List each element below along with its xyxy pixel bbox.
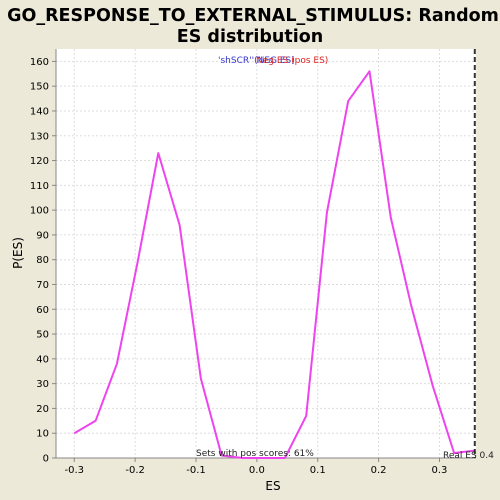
y-tick-label: 30 <box>36 379 49 390</box>
y-tick-label: 20 <box>36 404 49 415</box>
legend-blue-label: 'shSCR''(NEG ES) <box>218 56 295 66</box>
y-tick-label: 100 <box>30 206 49 217</box>
x-tick-label: 0.0 <box>249 465 265 476</box>
real-es-label: Real ES 0.4 <box>443 451 494 461</box>
series-layer <box>73 70 475 459</box>
x-tick-label: 0.2 <box>371 465 387 476</box>
x-tick-label: 0.1 <box>310 465 326 476</box>
y-tick-label: 150 <box>30 82 49 93</box>
x-tick-label: -0.3 <box>65 465 85 476</box>
y-axis-ticks: 0 10 20 30 40 50 60 70 80 90 100 110 120 130 140 150 160 <box>30 57 56 465</box>
x-tick-label: -0.1 <box>186 465 206 476</box>
y-tick-label: 110 <box>30 181 49 192</box>
y-tick-label: 60 <box>36 305 49 316</box>
es-distribution-line <box>73 70 475 459</box>
plot-area <box>56 49 476 458</box>
y-tick-label: 50 <box>36 330 49 341</box>
sets-pos-label: Sets with pos scores: 61% <box>196 449 314 459</box>
y-tick-label: 70 <box>36 280 49 291</box>
y-tick-label: 40 <box>36 354 49 365</box>
x-tick-label: 0.3 <box>432 465 448 476</box>
x-tick-label: -0.2 <box>125 465 145 476</box>
y-tick-label: 90 <box>36 230 49 241</box>
legend-red-label: Neg ES (pos ES) <box>256 56 328 66</box>
y-axis-title: P(ES) <box>11 237 25 269</box>
y-tick-label: 80 <box>36 255 49 266</box>
y-tick-label: 10 <box>36 429 49 440</box>
chart-title-line2: ES distribution <box>177 27 323 47</box>
y-tick-label: 120 <box>30 156 49 167</box>
y-tick-label: 160 <box>30 57 49 68</box>
chart-title-line1: GO_RESPONSE_TO_EXTERNAL_STIMULUS: Random <box>7 6 499 26</box>
grid-lines <box>56 49 476 459</box>
y-tick-label: 0 <box>43 454 49 465</box>
x-axis-ticks: -0.3 -0.2 -0.1 0.0 0.1 0.2 0.3 <box>65 458 448 476</box>
y-tick-label: 140 <box>30 106 49 117</box>
x-axis-title: ES <box>265 479 280 493</box>
y-tick-label: 130 <box>30 131 49 142</box>
